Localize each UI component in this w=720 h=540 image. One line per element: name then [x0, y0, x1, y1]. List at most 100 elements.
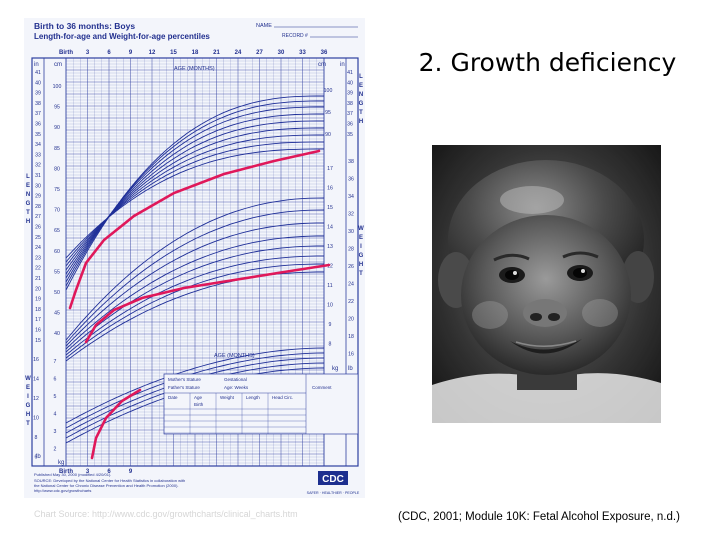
percentile-curve	[65, 222, 324, 347]
tick-label: 11	[327, 283, 332, 289]
tick-label: 85	[54, 146, 60, 152]
patient-curves	[68, 149, 331, 460]
tick-label: 39	[35, 91, 41, 97]
percentile-curve	[65, 245, 324, 353]
side-word-letter: I	[360, 244, 362, 250]
side-word-letter: I	[27, 394, 29, 400]
chart-title-line1: Birth to 36 months: Boys	[34, 21, 135, 31]
bottom-age-label: 3	[86, 469, 90, 475]
percentile-curve	[65, 148, 324, 259]
record-label: RECORD #	[282, 33, 308, 39]
side-word-letter: H	[359, 119, 363, 125]
tick-label: 10	[327, 303, 333, 309]
tick-label: 7	[54, 359, 57, 365]
name-label: NAME	[256, 23, 272, 29]
tick-label: 60	[54, 249, 60, 255]
side-word-letter: T	[359, 110, 363, 116]
side-word-letter: H	[359, 262, 363, 268]
tick-label: 6	[54, 377, 57, 383]
citation: (CDC, 2001; Module 10K: Fetal Alcohol Ex…	[398, 511, 680, 523]
percentile-curve	[65, 347, 325, 424]
side-word-letter: L	[26, 174, 30, 180]
tick-label: 12	[33, 396, 39, 402]
tick-label: 37	[347, 111, 353, 117]
tick-label: 13	[327, 244, 333, 250]
tick-label: 16	[35, 328, 41, 334]
side-word-letter: L	[359, 74, 363, 80]
patient-curve	[84, 263, 331, 344]
tick-label: 2	[54, 447, 57, 453]
tick-label: 15	[327, 205, 333, 211]
tick-label: 24	[348, 282, 354, 288]
tick-label: 41	[35, 70, 41, 76]
tick-label: 25	[35, 235, 41, 241]
tick-label: 35	[35, 132, 41, 138]
unit-cm-left: cm	[54, 62, 62, 68]
growth-chart: Birth to 36 months: Boys Length-for-age …	[24, 18, 365, 498]
tick-label: 20	[348, 317, 354, 323]
tick-label: 9	[329, 322, 332, 328]
side-word-letter: W	[25, 376, 31, 382]
side-word-letter: G	[26, 403, 31, 409]
tick-label: 36	[35, 122, 41, 128]
tick-label: 37	[35, 111, 41, 117]
tick-label: 50	[54, 290, 60, 296]
side-word-letter: H	[26, 412, 30, 418]
age-header-label: 12	[149, 50, 156, 56]
tick-label: 12	[327, 264, 333, 270]
tick-label: 100	[53, 84, 62, 90]
tick-label: 16	[327, 186, 333, 192]
side-word-letter: E	[359, 83, 363, 89]
bottom-age-label: 6	[107, 469, 111, 475]
tick-label: 95	[54, 105, 60, 111]
tick-label: 14	[33, 377, 39, 383]
chart-title-line2: Length-for-age and Weight-for-age percen…	[34, 32, 210, 41]
age-header-label: 3	[86, 50, 90, 56]
tick-label: 22	[348, 299, 354, 305]
tick-label: 8	[35, 435, 38, 441]
footer-line4: http://www.cdc.gov/growthcharts	[34, 488, 91, 493]
tick-labels: 4140393837363534333231302928272625242322…	[33, 70, 354, 461]
age-header-label: 18	[192, 50, 199, 56]
svg-text:Comment: Comment	[312, 385, 332, 390]
tick-label: 30	[35, 183, 41, 189]
tick-label: 31	[35, 173, 41, 179]
svg-text:Father's Stature: Father's Stature	[168, 385, 200, 390]
tick-label: 26	[348, 264, 354, 270]
patient-curve	[90, 388, 142, 460]
tick-label: 95	[325, 110, 331, 116]
age-header-label: 36	[321, 50, 328, 56]
age-header-label: 9	[129, 50, 133, 56]
tick-label: 70	[54, 208, 60, 214]
tick-label: 28	[35, 204, 41, 210]
tick-label: 80	[54, 166, 60, 172]
svg-text:Head Circ.: Head Circ.	[272, 395, 293, 400]
side-word-letter: E	[26, 385, 30, 391]
unit-kg-left: kg	[58, 460, 64, 466]
percentile-curve	[65, 235, 324, 350]
unit-in-left: in	[34, 62, 39, 68]
percentile-curve	[65, 263, 324, 359]
tick-label: 24	[35, 245, 41, 251]
unit-lb-right: lb	[348, 366, 353, 372]
tick-label: 45	[54, 311, 60, 317]
tick-label: 28	[348, 247, 354, 253]
tick-label: 38	[35, 101, 41, 107]
tick-label: 23	[35, 255, 41, 261]
bottom-age-labels: Birth 3 6 9	[59, 469, 133, 475]
measurement-table: Mother's Stature Gestational Father's St…	[163, 373, 359, 435]
side-word-letter: T	[26, 210, 30, 216]
footer-line1: Published May 30, 2000 (modified 4/20/01…	[34, 472, 111, 477]
svg-text:Birth: Birth	[194, 402, 204, 407]
unit-lb-left: lb	[36, 454, 41, 460]
tick-label: 41	[347, 70, 353, 76]
tick-label: 90	[325, 132, 331, 138]
bottom-age-label: Birth	[59, 469, 73, 475]
tick-label: 38	[347, 101, 353, 107]
tick-label: 27	[35, 214, 41, 220]
age-header-label: Birth	[59, 50, 73, 56]
infant-photo-svg	[432, 145, 661, 423]
percentile-curve	[65, 209, 325, 344]
svg-text:SAFER · HEALTHIER · PEOPLE: SAFER · HEALTHIER · PEOPLE	[307, 491, 360, 495]
tick-label: 16	[348, 352, 354, 358]
